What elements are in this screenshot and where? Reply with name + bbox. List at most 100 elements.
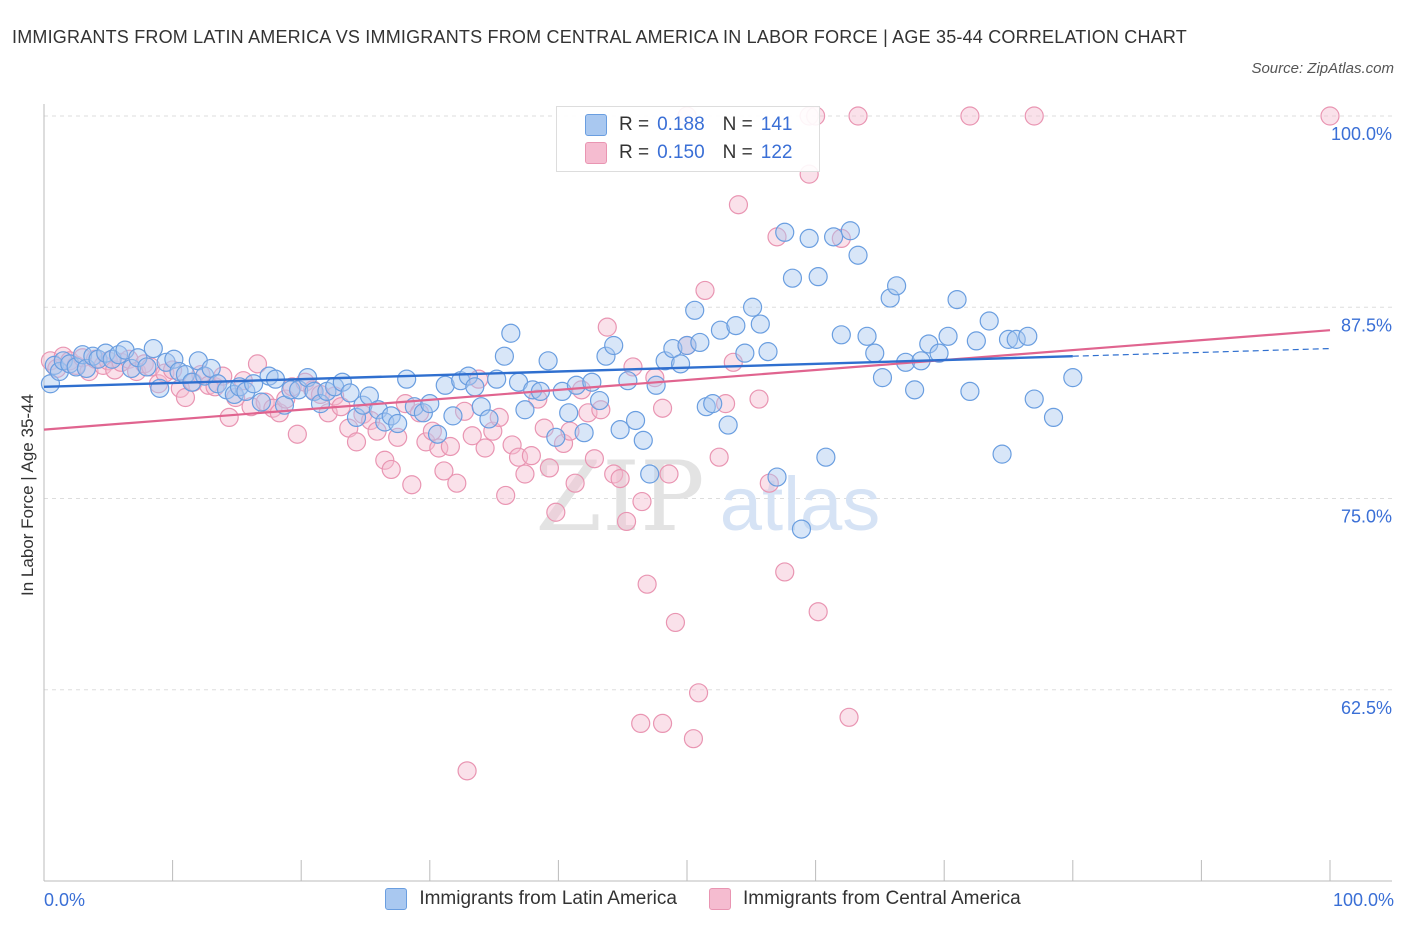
data-point-latin-america (281, 380, 301, 400)
n-label: N = (722, 142, 753, 163)
data-point-central-america (1024, 106, 1044, 126)
data-point-central-america (1320, 106, 1340, 126)
data-point-latin-america (640, 464, 660, 484)
data-point-latin-america (66, 357, 86, 377)
data-point-latin-america (420, 394, 440, 414)
data-point-latin-america (610, 420, 630, 440)
data-point-latin-america (604, 335, 624, 356)
data-point-central-america (528, 389, 548, 409)
data-point-latin-america (880, 288, 900, 308)
data-point-latin-america (479, 409, 499, 429)
x-tick-label-max: 100.0% (1332, 890, 1394, 910)
data-point-central-america (402, 475, 422, 495)
data-point-central-america (616, 511, 637, 532)
data-point-central-america (808, 602, 828, 622)
data-point-latin-america (346, 407, 367, 428)
data-point-central-america (346, 432, 367, 452)
n-label: N = (722, 114, 753, 135)
legend-row-latin-america: R = 0.188 N = 141 (585, 113, 792, 137)
legend-item-central-america[interactable]: Immigrants from Central America (708, 888, 1021, 910)
data-point-latin-america (799, 228, 819, 248)
data-point-latin-america (574, 423, 594, 443)
data-point-central-america (496, 485, 516, 506)
data-point-central-america (749, 389, 769, 409)
data-point-latin-america (471, 397, 491, 417)
data-point-latin-america (998, 329, 1019, 349)
legend-label-central-america: Immigrants from Central America (742, 888, 1021, 909)
data-point-latin-america (1043, 407, 1064, 428)
data-point-latin-america (618, 371, 638, 391)
trend-lines (43, 329, 1331, 431)
r-label: R = (619, 114, 650, 135)
data-point-latin-america (427, 424, 448, 444)
data-point-latin-america (824, 227, 844, 247)
data-point-latin-america (559, 403, 579, 423)
watermark: ZIP atlas (535, 441, 880, 553)
data-point-central-america (502, 435, 522, 455)
x-tick-label-min: 0.0% (44, 890, 86, 910)
legend-swatch-pink (708, 888, 731, 910)
data-point-central-america (447, 473, 467, 493)
data-point-latin-america (164, 349, 184, 369)
trend-line-latin-america (43, 355, 1073, 389)
data-point-latin-america (458, 366, 478, 386)
data-point-central-america (241, 397, 261, 417)
data-point-latin-america (435, 375, 455, 395)
data-point-latin-america (121, 358, 142, 379)
y-tick-labels: 62.5% 75.0% 87.5% 100.0% (1331, 124, 1392, 718)
data-point-central-america (688, 683, 709, 703)
data-point-latin-america (494, 346, 514, 366)
data-point-central-america (665, 612, 686, 633)
data-point-central-america (388, 427, 408, 447)
n-value-central-america: 122 (760, 142, 793, 163)
data-point-latin-america (625, 410, 646, 431)
data-point-central-america (475, 438, 495, 458)
data-point-latin-america (501, 323, 521, 343)
data-point-latin-america (782, 268, 803, 288)
data-point-latin-america (1024, 389, 1044, 409)
data-point-central-america (839, 707, 859, 727)
r-label: R = (619, 142, 650, 163)
data-point-latin-america (710, 320, 731, 340)
data-point-latin-america (848, 245, 868, 265)
data-point-central-america (462, 426, 482, 446)
data-point-central-america (683, 729, 704, 749)
legend-item-latin-america[interactable]: Immigrants from Latin America (385, 888, 677, 910)
data-point-latin-america (552, 381, 572, 401)
data-point-central-america (728, 195, 749, 215)
data-point-central-america (584, 449, 605, 469)
data-point-latin-america (44, 355, 64, 375)
series-latin-america-points (40, 221, 1083, 539)
data-point-latin-america (703, 394, 723, 414)
data-point-latin-america (340, 383, 360, 403)
data-point-central-america (775, 562, 795, 582)
data-point-central-america (632, 491, 652, 512)
data-point-latin-america (840, 221, 860, 241)
data-point-latin-america (816, 447, 836, 467)
data-point-latin-america (646, 375, 666, 395)
data-point-central-america (361, 410, 381, 431)
data-point-latin-america (905, 380, 925, 400)
n-value-latin-america: 141 (760, 114, 793, 135)
legend-row-central-america: R = 0.150 N = 122 (585, 141, 792, 165)
data-point-central-america (539, 458, 559, 478)
data-point-latin-america (663, 338, 683, 359)
legend-swatch-blue (385, 888, 408, 910)
data-point-latin-america (655, 351, 675, 371)
data-point-central-america (515, 464, 535, 484)
y-tick-label: 75.0% (1341, 507, 1392, 527)
data-point-latin-america (143, 338, 163, 359)
data-point-latin-america (88, 349, 108, 369)
data-point-central-america (659, 464, 679, 484)
data-point-latin-america (1063, 368, 1083, 388)
data-point-latin-america (857, 326, 877, 346)
data-point-latin-america (546, 427, 566, 447)
data-point-latin-america (137, 357, 157, 377)
legend-label-latin-america: Immigrants from Latin America (419, 888, 677, 909)
data-point-latin-america (808, 267, 828, 287)
data-point-central-america (489, 407, 509, 428)
data-point-central-america (440, 436, 460, 457)
r-value-latin-america: 0.188 (657, 114, 705, 135)
r-value-central-america: 0.150 (657, 142, 705, 163)
